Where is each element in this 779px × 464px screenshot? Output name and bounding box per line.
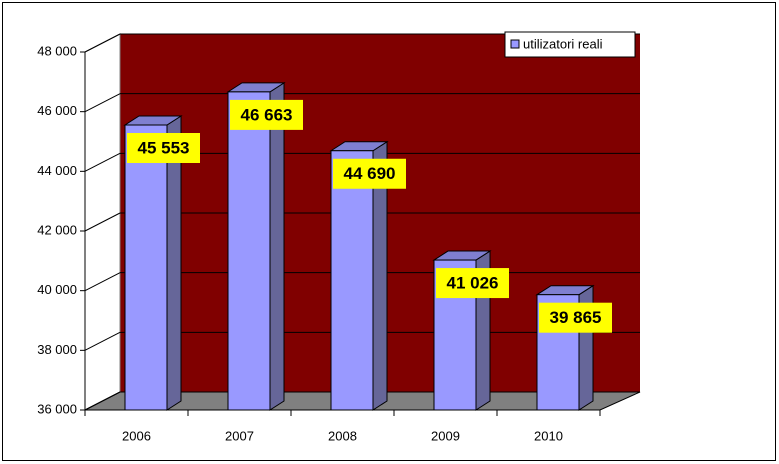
- bar: [329, 140, 389, 411]
- grid-line: [84, 212, 121, 232]
- y-tick-label: 48 000: [37, 43, 77, 58]
- bar: [226, 81, 286, 411]
- bar: [123, 115, 183, 411]
- x-tick-label: 2008: [328, 428, 357, 443]
- y-tick-label: 44 000: [37, 163, 77, 178]
- bar-front: [227, 91, 271, 411]
- bar-side: [269, 81, 285, 411]
- value-label-box: [539, 302, 612, 333]
- y-tick-label: 46 000: [37, 103, 77, 118]
- x-tick-label: 2009: [431, 428, 460, 443]
- legend-box: [504, 31, 636, 58]
- grid-line: [84, 93, 121, 113]
- grid-line: [84, 391, 121, 411]
- y-tick-label: 36 000: [37, 401, 77, 416]
- value-label-box: [333, 158, 406, 189]
- legend-label: utilizatori reali: [523, 36, 603, 51]
- grid-line: [84, 331, 121, 351]
- bar-front: [124, 124, 168, 411]
- value-label-box: [230, 99, 303, 130]
- grid-line: [84, 272, 121, 292]
- x-tick-label: 2007: [225, 428, 254, 443]
- legend-swatch: [510, 39, 520, 49]
- value-label-box: [436, 268, 509, 299]
- bar-front: [330, 150, 374, 411]
- value-label: 44 690: [344, 164, 396, 183]
- value-label: 45 553: [138, 138, 190, 157]
- y-tick-label: 38 000: [37, 342, 77, 357]
- y-tick-label: 40 000: [37, 282, 77, 297]
- value-label: 46 663: [241, 105, 293, 124]
- legend: utilizatori reali: [504, 31, 636, 58]
- value-label-box: [127, 133, 200, 164]
- y-tick-label: 42 000: [37, 222, 77, 237]
- x-tick-label: 2006: [122, 428, 151, 443]
- grid-line: [84, 152, 121, 172]
- x-tick-label: 2010: [534, 428, 563, 443]
- grid-line: [84, 33, 121, 53]
- value-label: 39 865: [550, 308, 602, 327]
- value-label: 41 026: [447, 274, 499, 293]
